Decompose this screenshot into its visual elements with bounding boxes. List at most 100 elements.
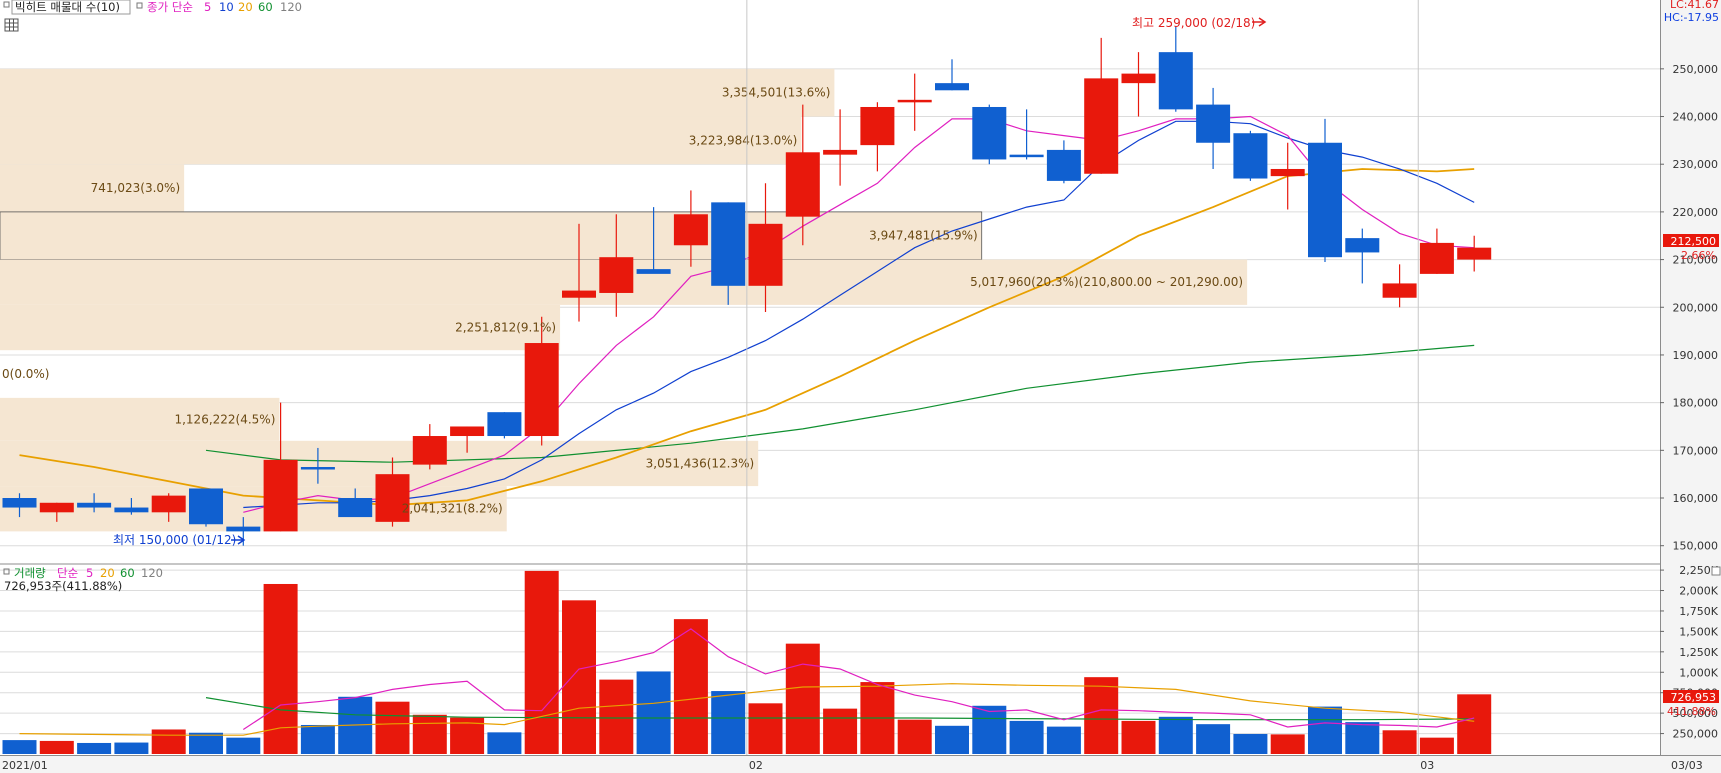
volume-bar (1158, 716, 1193, 754)
price-tick-label: 150,000 (1673, 540, 1719, 553)
volume-profile-label: 5,017,960(20.3%)(210,800.00 ~ 201,290.00… (970, 275, 1243, 289)
volume-profile-zone (0, 68, 835, 117)
price-panel[interactable]: 3,354,501(13.6%) 3,223,984(13.0%) 741,023(… (0, 0, 1660, 563)
volume-bar (748, 703, 783, 754)
candle-body (823, 149, 858, 155)
volume-legend[interactable]: 거래량 단순 5 20 60 120 726,953주(411.88%) (3, 566, 163, 593)
candle (2, 493, 37, 518)
volume-tick-label: 1,750K (1679, 605, 1718, 618)
low-arrow-icon (231, 535, 246, 545)
candle (1046, 140, 1081, 184)
month-separators (746, 0, 1419, 755)
candle-body (524, 343, 559, 437)
candle-body (338, 498, 373, 518)
volume-bar (263, 583, 298, 754)
last-volume-ratio: 411.88% (1667, 705, 1716, 718)
candle-body (599, 257, 634, 293)
volume-legend-title: 거래량 (14, 566, 46, 580)
volume-bar (1046, 726, 1081, 754)
candle-body (1084, 78, 1119, 174)
candle (77, 493, 112, 513)
last-price-value: 212,500 (1671, 235, 1717, 248)
volume-bar (375, 701, 410, 754)
last-price-badge (1663, 234, 1719, 247)
price-tick-label: 190,000 (1673, 349, 1719, 362)
candle (1009, 109, 1044, 160)
candle (823, 109, 858, 186)
volume-bar (300, 724, 335, 754)
volume-panel-settings-icon[interactable] (1711, 566, 1721, 576)
ma10-line (243, 120, 1475, 509)
ma5-line (243, 115, 1475, 513)
volume-bar (599, 679, 634, 754)
high-arrow-icon (1252, 17, 1267, 27)
volume-bar (412, 714, 447, 754)
candle-body (1345, 238, 1380, 253)
price-tick-label: 240,000 (1673, 111, 1719, 124)
price-tick-label: 250,000 (1673, 63, 1719, 76)
price-tick-label: 230,000 (1673, 158, 1719, 171)
volume-bar (1270, 734, 1305, 754)
grid-table-icon[interactable] (4, 18, 19, 32)
lc-label: LC:41.67 (1670, 0, 1719, 11)
candle (1270, 142, 1305, 210)
hc-label: HC:-17.95 (1664, 11, 1719, 24)
candle (972, 104, 1007, 165)
candle (1382, 264, 1417, 308)
volume-bar (897, 719, 932, 754)
volume-bar (1382, 730, 1417, 754)
volume-panel[interactable] (0, 569, 1660, 754)
volume-ma-period-60: 60 (120, 566, 135, 580)
volume-bar (1345, 722, 1380, 754)
candle-body (1009, 154, 1044, 158)
candle-body (897, 99, 932, 103)
candle (39, 502, 74, 522)
volume-ma-period-20: 20 (100, 566, 115, 580)
candle (1457, 235, 1492, 272)
candle (636, 207, 671, 274)
candle-body (1196, 104, 1231, 143)
ma-toggle-icon[interactable] (136, 2, 143, 9)
indicator-toggle-icon[interactable] (3, 1, 10, 8)
candle (935, 59, 969, 91)
volume-bar (562, 600, 596, 754)
candle (860, 102, 895, 172)
volume-bar (785, 643, 820, 754)
volume-toggle-icon[interactable] (3, 568, 10, 575)
candle-body (1270, 168, 1305, 177)
right-axis: 250,000 240,000 230,000 220,000 210,000 200,0… (1660, 0, 1721, 755)
last-volume-badge (1663, 690, 1719, 703)
candle-body (189, 488, 223, 525)
candle-body (1308, 142, 1342, 258)
volume-tick-label: 2,000K (1679, 585, 1718, 598)
volume-profile-label: 3,051,436(12.3%) (646, 456, 755, 470)
volume-tick-label: 250,000 (1673, 728, 1719, 741)
candle-body (1046, 149, 1081, 181)
candle (189, 488, 223, 527)
volume-ma-label: 단순 (57, 566, 78, 580)
candle-body (1233, 133, 1268, 179)
candle (524, 316, 559, 446)
candle-body (935, 83, 969, 91)
volume-profile-label: 2,251,812(9.1%) (455, 321, 556, 335)
price-tick-label: 210,000 (1673, 254, 1719, 267)
candle (151, 493, 186, 522)
date-axis: 2021/01 02 03 03/03 (0, 755, 1721, 773)
candle (1419, 228, 1454, 274)
volume-profile-label: 3,223,984(13.0%) (689, 133, 798, 147)
volume-profile-legend-box[interactable] (11, 0, 131, 15)
ma60-line (205, 344, 1475, 463)
volume-profile-label: 2,041,321(8.2%) (402, 502, 503, 516)
date-tick-label: 02 (749, 759, 763, 772)
candle (1308, 118, 1342, 262)
candle (114, 498, 149, 515)
top-legend[interactable]: 빅히트 매물대 수(10) 종가 단순 5 10 20 60 120 (3, 0, 302, 32)
candle-body (748, 223, 783, 286)
candle-body (300, 467, 335, 470)
candle (711, 202, 746, 305)
candle-body (39, 502, 74, 513)
ma-period-60: 60 (258, 0, 273, 14)
volume-profile-label: 3,947,481(15.9%) (869, 229, 978, 243)
candle-body (1419, 242, 1454, 274)
